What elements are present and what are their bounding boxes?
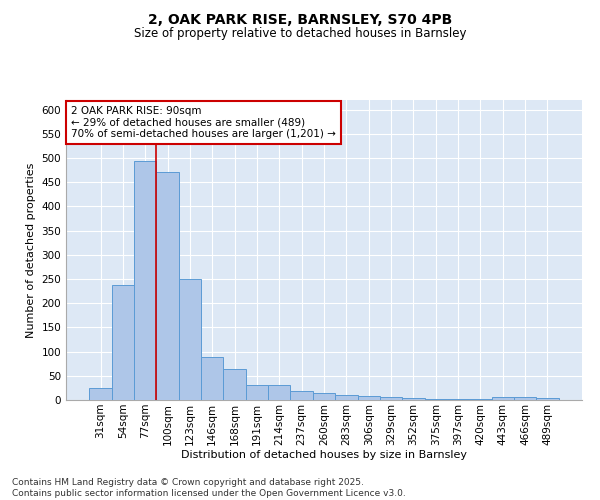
Bar <box>380 396 402 400</box>
Text: 2 OAK PARK RISE: 90sqm
← 29% of detached houses are smaller (489)
70% of semi-de: 2 OAK PARK RISE: 90sqm ← 29% of detached… <box>71 106 336 139</box>
Bar <box>290 392 313 400</box>
Bar <box>223 368 246 400</box>
Bar <box>246 385 268 400</box>
Bar <box>89 388 112 400</box>
Bar <box>313 393 335 400</box>
Bar <box>157 172 179 400</box>
Bar <box>134 162 157 400</box>
Bar <box>179 278 201 400</box>
Bar <box>469 399 491 400</box>
Bar <box>335 395 358 400</box>
Bar <box>268 386 290 400</box>
Text: 2, OAK PARK RISE, BARNSLEY, S70 4PB: 2, OAK PARK RISE, BARNSLEY, S70 4PB <box>148 12 452 26</box>
Text: Contains HM Land Registry data © Crown copyright and database right 2025.
Contai: Contains HM Land Registry data © Crown c… <box>12 478 406 498</box>
Text: Size of property relative to detached houses in Barnsley: Size of property relative to detached ho… <box>134 28 466 40</box>
Bar <box>112 285 134 400</box>
Y-axis label: Number of detached properties: Number of detached properties <box>26 162 36 338</box>
Bar <box>402 398 425 400</box>
Bar <box>358 396 380 400</box>
X-axis label: Distribution of detached houses by size in Barnsley: Distribution of detached houses by size … <box>181 450 467 460</box>
Bar <box>201 358 223 400</box>
Bar <box>514 397 536 400</box>
Bar <box>536 398 559 400</box>
Bar <box>491 397 514 400</box>
Bar <box>425 399 447 400</box>
Bar <box>447 399 469 400</box>
